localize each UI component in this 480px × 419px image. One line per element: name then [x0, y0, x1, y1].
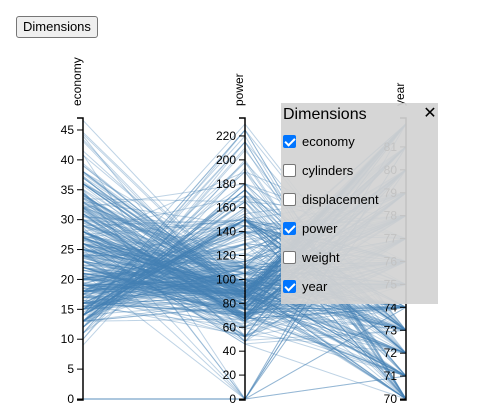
dimension-label: displacement	[302, 192, 379, 207]
dimensions-popup: Dimensions ✕ economy cylinders displacemen…	[281, 103, 438, 304]
tick-label: 60	[223, 320, 237, 334]
tick-label: 140	[216, 225, 236, 239]
dimension-option-economy[interactable]: economy	[281, 127, 438, 156]
dimensions-button[interactable]: Dimensions	[16, 16, 98, 38]
tick-label: 20	[61, 272, 75, 286]
axis-title: year	[393, 83, 407, 106]
dimension-checkbox[interactable]	[283, 135, 296, 148]
dimension-option-weight[interactable]: weight	[281, 243, 438, 272]
axis-title: power	[232, 73, 246, 106]
dimension-option-power[interactable]: power	[281, 214, 438, 243]
dimension-checkbox[interactable]	[283, 222, 296, 235]
dimension-option-year[interactable]: year	[281, 272, 438, 301]
tick-label: 5	[67, 362, 74, 376]
tick-label: 25	[61, 243, 75, 257]
tick-label: 200	[216, 153, 236, 167]
tick-label: 40	[61, 153, 75, 167]
dimension-list: economy cylinders displacement power weight y…	[281, 127, 438, 301]
tick-label: 120	[216, 249, 236, 263]
dimension-label: power	[302, 221, 338, 236]
tick-label: 80	[223, 296, 237, 310]
tick-label: 0	[229, 392, 236, 406]
axis-line	[239, 117, 246, 401]
dimension-option-cylinders[interactable]: cylinders	[281, 156, 438, 185]
tick-label: 10	[61, 332, 75, 346]
dimension-label: year	[302, 279, 328, 294]
tick-label: 73	[384, 323, 398, 337]
dimension-checkbox[interactable]	[283, 164, 296, 177]
dimension-option-displacement[interactable]: displacement	[281, 185, 438, 214]
popup-title: Dimensions	[283, 106, 367, 123]
axis-economy[interactable]: 0 5 10 15 20 25 30 35 40 45 economy	[61, 57, 84, 406]
close-icon[interactable]: ✕	[423, 105, 437, 122]
tick-label: 15	[61, 302, 75, 316]
dimension-checkbox[interactable]	[283, 193, 296, 206]
tick-label: 180	[216, 177, 236, 191]
tick-label: 160	[216, 201, 236, 215]
dimension-label: weight	[302, 250, 340, 265]
tick-label: 35	[61, 183, 75, 197]
tick-label: 100	[216, 272, 236, 286]
tick-label: 20	[223, 368, 237, 382]
tick-label: 70	[384, 392, 398, 406]
tick-label: 40	[223, 344, 237, 358]
tick-label: 220	[216, 129, 236, 143]
tick-label: 45	[61, 123, 75, 137]
axis-title: economy	[70, 57, 84, 106]
tick-label: 72	[384, 346, 398, 360]
axis-power[interactable]: 0 20 40 60 80 100 120 140 160 180 200 220 power	[216, 73, 246, 406]
dimension-checkbox[interactable]	[283, 251, 296, 264]
dimension-checkbox[interactable]	[283, 280, 296, 293]
tick-label: 0	[67, 392, 74, 406]
tick-label: 71	[384, 369, 398, 383]
dimension-label: economy	[302, 134, 355, 149]
tick-label: 30	[61, 213, 75, 227]
dimension-label: cylinders	[302, 163, 354, 178]
axis-line	[77, 117, 84, 401]
